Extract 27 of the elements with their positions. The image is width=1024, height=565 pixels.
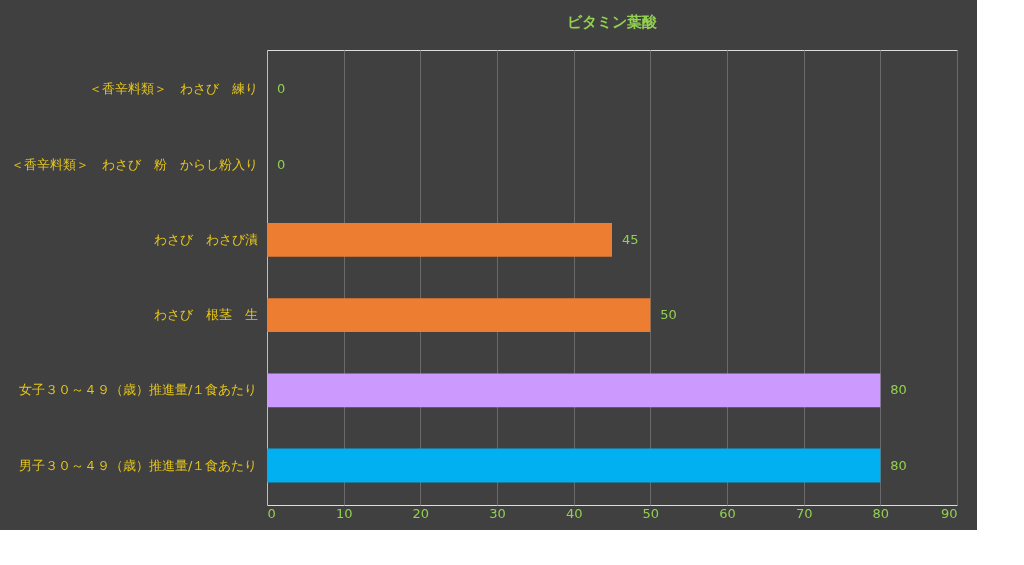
data-label: 0 [277, 156, 286, 172]
data-label: 45 [622, 231, 639, 247]
bar [267, 222, 612, 257]
data-label: 80 [890, 382, 907, 398]
bar [267, 373, 881, 408]
x-tick-label: 80 [872, 505, 890, 521]
bar [267, 448, 881, 483]
y-tick-label: わさび 根茎 生 [153, 307, 258, 323]
x-tick-label: 20 [412, 505, 430, 521]
x-tick-label: 70 [795, 505, 813, 521]
x-tick-label: 30 [489, 505, 506, 521]
y-tick-label: ＜香辛料類＞ わさび 粉 からし粉入り [10, 156, 258, 172]
y-tick-label: ＜香辛料類＞ わさび 練り [88, 81, 258, 97]
x-tick-label: 40 [565, 505, 583, 521]
x-tick-label: 0 [267, 505, 276, 521]
x-tick-label: 60 [719, 505, 736, 521]
chart-title: ビタミン葉酸 [567, 13, 658, 31]
data-label: 50 [660, 307, 677, 323]
y-tick-label: わさび わさび漬 [153, 231, 258, 247]
y-tick-label: 女子３０～４９（歳）推進量/１食あたり [19, 382, 258, 398]
x-tick-label: 90 [940, 505, 958, 521]
data-label: 80 [890, 457, 907, 473]
y-tick-label: 男子３０～４９（歳）推進量/１食あたり [19, 457, 258, 473]
bar [267, 298, 651, 333]
data-label: 0 [277, 81, 286, 97]
x-tick-label: 50 [642, 505, 660, 521]
x-tick-label: 10 [335, 505, 353, 521]
